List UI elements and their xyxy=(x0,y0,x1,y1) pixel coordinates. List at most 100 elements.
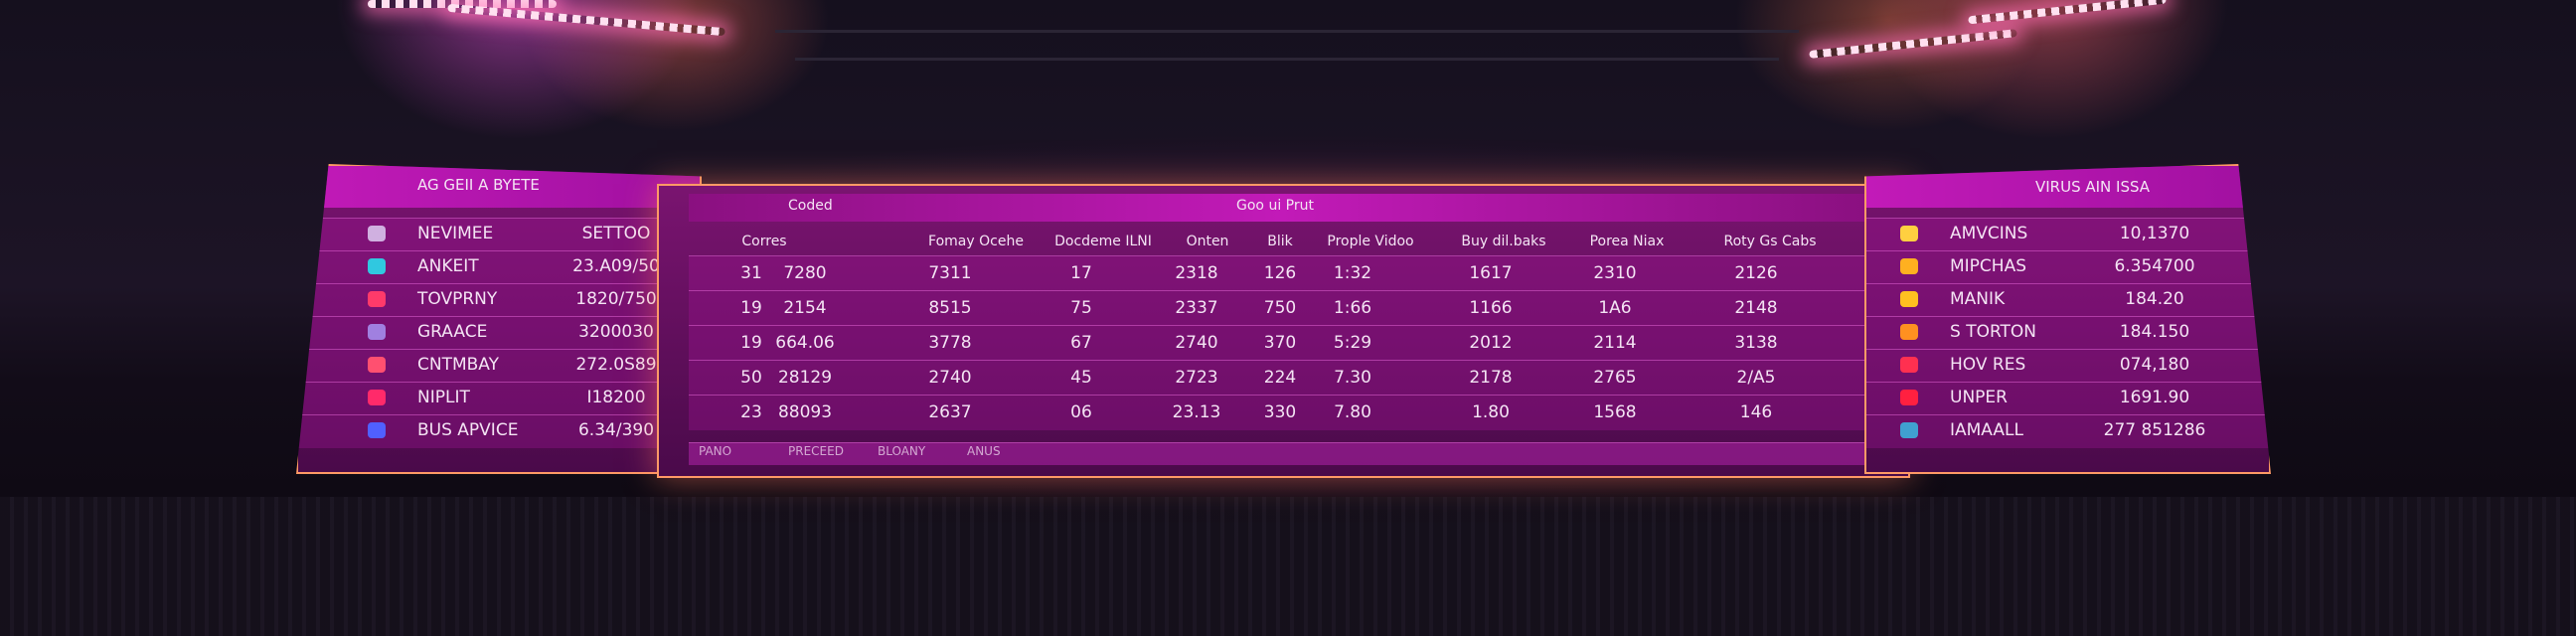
spotlights xyxy=(368,0,557,8)
table-cell: 1A6 xyxy=(1598,298,1632,318)
row-icon xyxy=(368,357,386,373)
table-cell: 23.13 xyxy=(1172,402,1221,422)
row-bg xyxy=(298,414,701,448)
spotlights xyxy=(447,3,725,37)
row-value: I18200 xyxy=(586,388,646,407)
table-cell: 19 xyxy=(740,298,762,318)
table-cell: 2154 xyxy=(783,298,827,318)
row-icon xyxy=(1900,291,1918,307)
column-header: Docdeme ILNI xyxy=(1054,234,1152,249)
footer-text: PANO xyxy=(699,444,732,458)
table-cell: 28129 xyxy=(777,368,833,388)
row-value: 272.0S89 xyxy=(575,355,657,375)
table-cell: 664.06 xyxy=(775,333,835,353)
row-value: 184.150 xyxy=(2119,322,2190,342)
row-icon xyxy=(368,226,386,241)
table-cell: 8515 xyxy=(928,298,972,318)
row-bg xyxy=(298,349,701,383)
row-name: UNPER xyxy=(1950,388,2008,407)
table-cell: 1:32 xyxy=(1333,263,1372,283)
row-value: 277 851286 xyxy=(2103,420,2206,440)
row-value: 6.34/390 xyxy=(577,420,655,440)
row-bg xyxy=(1866,250,2269,284)
table-cell: 1.80 xyxy=(1472,402,1510,422)
row-bg xyxy=(1866,349,2269,383)
row-icon xyxy=(368,422,386,438)
column-header: Porea Niax xyxy=(1589,234,1665,249)
table-cell: 88093 xyxy=(777,402,833,422)
table-cell: 31 xyxy=(740,263,762,283)
row-bg xyxy=(298,218,701,251)
column-header: Fomay Ocehe xyxy=(928,234,1024,249)
footer-bar xyxy=(689,442,1871,465)
table-cell: 2765 xyxy=(1593,368,1637,388)
row-value: 1820/750 xyxy=(575,289,657,309)
row-icon xyxy=(368,390,386,405)
row-value: 6.354700 xyxy=(2114,256,2195,276)
row-icon xyxy=(1900,324,1918,340)
row-icon xyxy=(1900,422,1918,438)
table-cell: 2126 xyxy=(1734,263,1778,283)
row-bg xyxy=(298,283,701,317)
row-value: 3200030 xyxy=(578,322,654,342)
row-icon xyxy=(1900,258,1918,274)
truss xyxy=(795,58,1779,61)
row-icon xyxy=(1900,357,1918,373)
row-name: AMVCINS xyxy=(1950,224,2028,243)
table-cell: 370 xyxy=(1263,333,1297,353)
row-icon xyxy=(368,324,386,340)
table-cell: 146 xyxy=(1739,402,1773,422)
table-cell: 2637 xyxy=(928,402,972,422)
table-cell: 2740 xyxy=(1175,333,1218,353)
row-value: 1691.90 xyxy=(2119,388,2190,407)
table-cell: 1617 xyxy=(1469,263,1513,283)
row-bg xyxy=(1866,382,2269,415)
row-bg xyxy=(689,290,1871,326)
row-value: 23.A09/50 xyxy=(572,256,660,276)
table-cell: 1:66 xyxy=(1333,298,1372,318)
row-bg xyxy=(298,250,701,284)
header-left: Coded xyxy=(788,198,833,214)
panel-title: VIRUS AIN ISSA xyxy=(2035,178,2151,196)
left-panel: AG GEII A BYETE NEVIMEE SETTOO ANKEIT 23.A0… xyxy=(296,164,702,474)
table-cell: 2178 xyxy=(1469,368,1513,388)
row-bg xyxy=(298,316,701,350)
row-bg xyxy=(689,360,1871,396)
table-cell: 2012 xyxy=(1469,333,1513,353)
table-cell: 2723 xyxy=(1175,368,1218,388)
table-cell: 5:29 xyxy=(1333,333,1372,353)
row-value: SETTOO xyxy=(581,224,651,243)
column-header: Blik xyxy=(1267,234,1293,249)
truss xyxy=(775,30,1799,33)
table-cell: 2148 xyxy=(1734,298,1778,318)
center-panel: Coded Goo ui Prut Corres Fomay Ocehe Docde… xyxy=(657,184,1910,478)
stands xyxy=(0,497,2576,636)
table-cell: 50 xyxy=(740,368,762,388)
column-header: Corres xyxy=(741,234,787,249)
row-bg xyxy=(1866,283,2269,317)
table-cell: 224 xyxy=(1263,368,1297,388)
table-cell: 2310 xyxy=(1593,263,1637,283)
row-bg xyxy=(689,395,1871,430)
table-cell: 45 xyxy=(1070,368,1092,388)
row-value: 184.20 xyxy=(2125,289,2184,309)
row-name: S TORTON xyxy=(1950,322,2037,342)
table-cell: 126 xyxy=(1263,263,1297,283)
row-bg xyxy=(1866,316,2269,350)
table-cell: 3138 xyxy=(1734,333,1778,353)
row-name: TOVPRNY xyxy=(417,289,498,309)
table-cell: 19 xyxy=(740,333,762,353)
row-icon xyxy=(1900,390,1918,405)
table-cell: 7.30 xyxy=(1334,368,1371,388)
row-name: ANKEIT xyxy=(417,256,479,276)
column-header: Onten xyxy=(1186,234,1229,249)
header-center: Goo ui Prut xyxy=(1236,198,1314,214)
footer-text: BLOANY xyxy=(878,444,926,458)
table-cell: 06 xyxy=(1070,402,1092,422)
row-bg xyxy=(689,325,1871,361)
row-value: 074,180 xyxy=(2119,355,2190,375)
row-bg xyxy=(689,255,1871,291)
row-bg xyxy=(298,382,701,415)
table-cell: 1166 xyxy=(1469,298,1513,318)
